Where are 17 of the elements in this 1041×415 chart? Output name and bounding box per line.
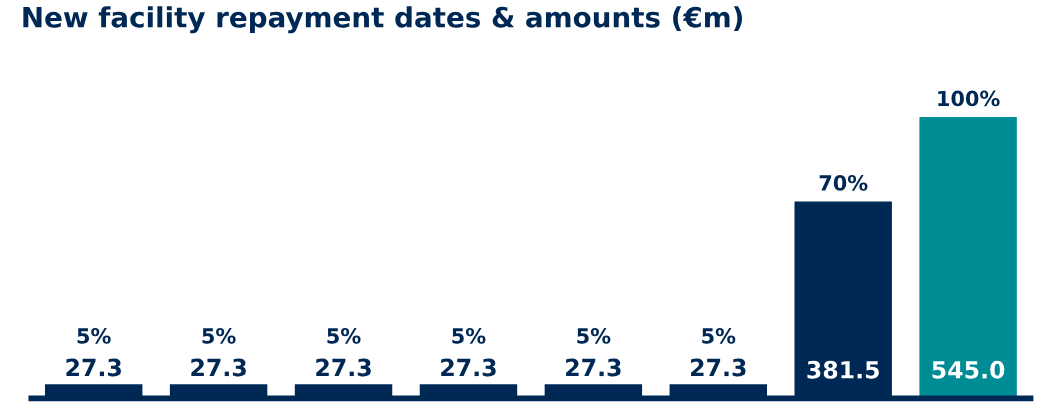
annotation: 5% (202, 327, 236, 344)
annotation: 5% (77, 327, 111, 344)
data-label: 545.0 (932, 360, 1005, 379)
data-label: 27.3 (441, 358, 496, 377)
text: 100% (938, 90, 1000, 107)
data-label: 27.3 (66, 358, 121, 377)
annotation: 5% (327, 327, 361, 344)
data-label: 27.3 (566, 358, 621, 377)
annotation: 5% (577, 327, 611, 344)
annotation: 5% (452, 327, 486, 344)
annotation: 70% (819, 175, 868, 191)
chart-title: New facility repayment dates & amounts (€m) (23, 6, 742, 34)
data-label: 27.3 (691, 358, 746, 377)
annotation: 5% (702, 327, 736, 344)
data-label: 27.3 (191, 358, 246, 377)
data-label: 27.3 (316, 358, 371, 377)
data-label: 381.5 (807, 360, 879, 379)
